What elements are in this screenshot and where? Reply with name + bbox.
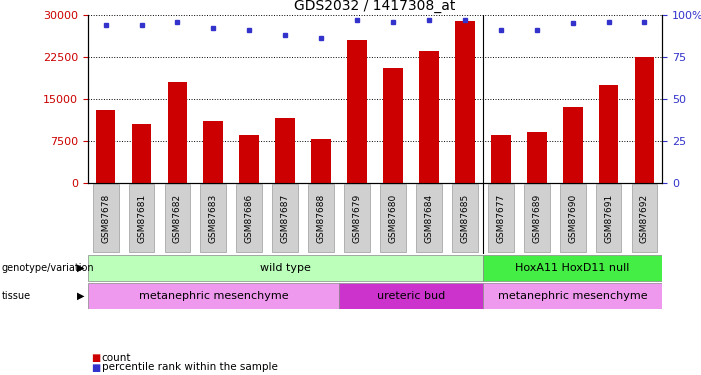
FancyBboxPatch shape — [308, 184, 334, 252]
Text: ■: ■ — [91, 363, 100, 372]
Text: GSM87691: GSM87691 — [604, 194, 613, 243]
FancyBboxPatch shape — [165, 184, 191, 252]
Bar — [168, 82, 187, 183]
Text: GSM87686: GSM87686 — [245, 194, 254, 243]
Text: GSM87680: GSM87680 — [388, 194, 397, 243]
FancyBboxPatch shape — [416, 184, 442, 252]
Text: GSM87681: GSM87681 — [137, 194, 146, 243]
Text: percentile rank within the sample: percentile rank within the sample — [102, 363, 278, 372]
Text: metanephric mesenchyme: metanephric mesenchyme — [139, 291, 288, 301]
Text: ▶: ▶ — [76, 263, 84, 273]
FancyBboxPatch shape — [483, 255, 662, 281]
FancyBboxPatch shape — [236, 184, 262, 252]
FancyBboxPatch shape — [88, 255, 483, 281]
FancyBboxPatch shape — [93, 184, 118, 252]
FancyBboxPatch shape — [339, 283, 483, 309]
Bar — [96, 110, 116, 183]
Text: tissue: tissue — [1, 291, 31, 301]
Text: ureteric bud: ureteric bud — [377, 291, 445, 301]
Text: metanephric mesenchyme: metanephric mesenchyme — [498, 291, 648, 301]
FancyBboxPatch shape — [632, 184, 658, 252]
Bar — [275, 118, 295, 183]
Bar — [311, 139, 331, 183]
FancyBboxPatch shape — [596, 184, 622, 252]
FancyBboxPatch shape — [488, 184, 514, 252]
Bar — [132, 124, 151, 183]
FancyBboxPatch shape — [272, 184, 298, 252]
FancyBboxPatch shape — [344, 184, 370, 252]
Text: GSM87679: GSM87679 — [353, 194, 362, 243]
Text: GSM87690: GSM87690 — [568, 194, 577, 243]
FancyBboxPatch shape — [559, 184, 585, 252]
Title: GDS2032 / 1417308_at: GDS2032 / 1417308_at — [294, 0, 456, 13]
FancyBboxPatch shape — [128, 184, 154, 252]
FancyBboxPatch shape — [524, 184, 550, 252]
FancyBboxPatch shape — [200, 184, 226, 252]
Text: GSM87685: GSM87685 — [461, 194, 470, 243]
Bar — [599, 85, 618, 183]
Bar — [383, 68, 403, 183]
FancyBboxPatch shape — [452, 184, 478, 252]
Text: GSM87692: GSM87692 — [640, 194, 649, 243]
Bar — [455, 21, 475, 183]
FancyBboxPatch shape — [380, 184, 406, 252]
Text: GSM87687: GSM87687 — [280, 194, 290, 243]
Bar — [491, 135, 510, 183]
Bar — [347, 40, 367, 183]
FancyBboxPatch shape — [88, 283, 339, 309]
Bar — [563, 107, 583, 183]
Bar — [419, 51, 439, 183]
Text: ▶: ▶ — [76, 291, 84, 301]
Text: genotype/variation: genotype/variation — [1, 263, 94, 273]
Bar — [527, 132, 547, 183]
Text: ■: ■ — [91, 353, 100, 363]
Text: GSM87684: GSM87684 — [424, 194, 433, 243]
Text: count: count — [102, 353, 131, 363]
Text: HoxA11 HoxD11 null: HoxA11 HoxD11 null — [515, 263, 629, 273]
Text: GSM87688: GSM87688 — [317, 194, 326, 243]
Text: wild type: wild type — [260, 263, 311, 273]
FancyBboxPatch shape — [483, 283, 662, 309]
Text: GSM87677: GSM87677 — [496, 194, 505, 243]
Text: GSM87678: GSM87678 — [101, 194, 110, 243]
Text: GSM87689: GSM87689 — [532, 194, 541, 243]
Bar — [203, 121, 223, 183]
Text: GSM87683: GSM87683 — [209, 194, 218, 243]
Text: GSM87682: GSM87682 — [173, 194, 182, 243]
Bar — [634, 57, 654, 183]
Bar — [240, 135, 259, 183]
